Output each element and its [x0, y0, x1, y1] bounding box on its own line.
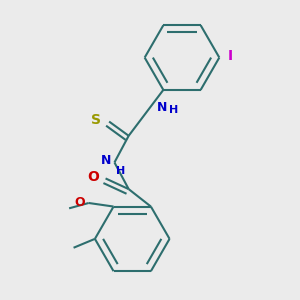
Text: O: O — [74, 196, 85, 209]
Text: H: H — [116, 166, 125, 176]
Text: N: N — [100, 154, 111, 167]
Text: S: S — [91, 113, 101, 127]
Text: I: I — [228, 49, 233, 63]
Text: H: H — [169, 105, 178, 115]
Text: N: N — [157, 101, 167, 114]
Text: O: O — [87, 170, 99, 184]
